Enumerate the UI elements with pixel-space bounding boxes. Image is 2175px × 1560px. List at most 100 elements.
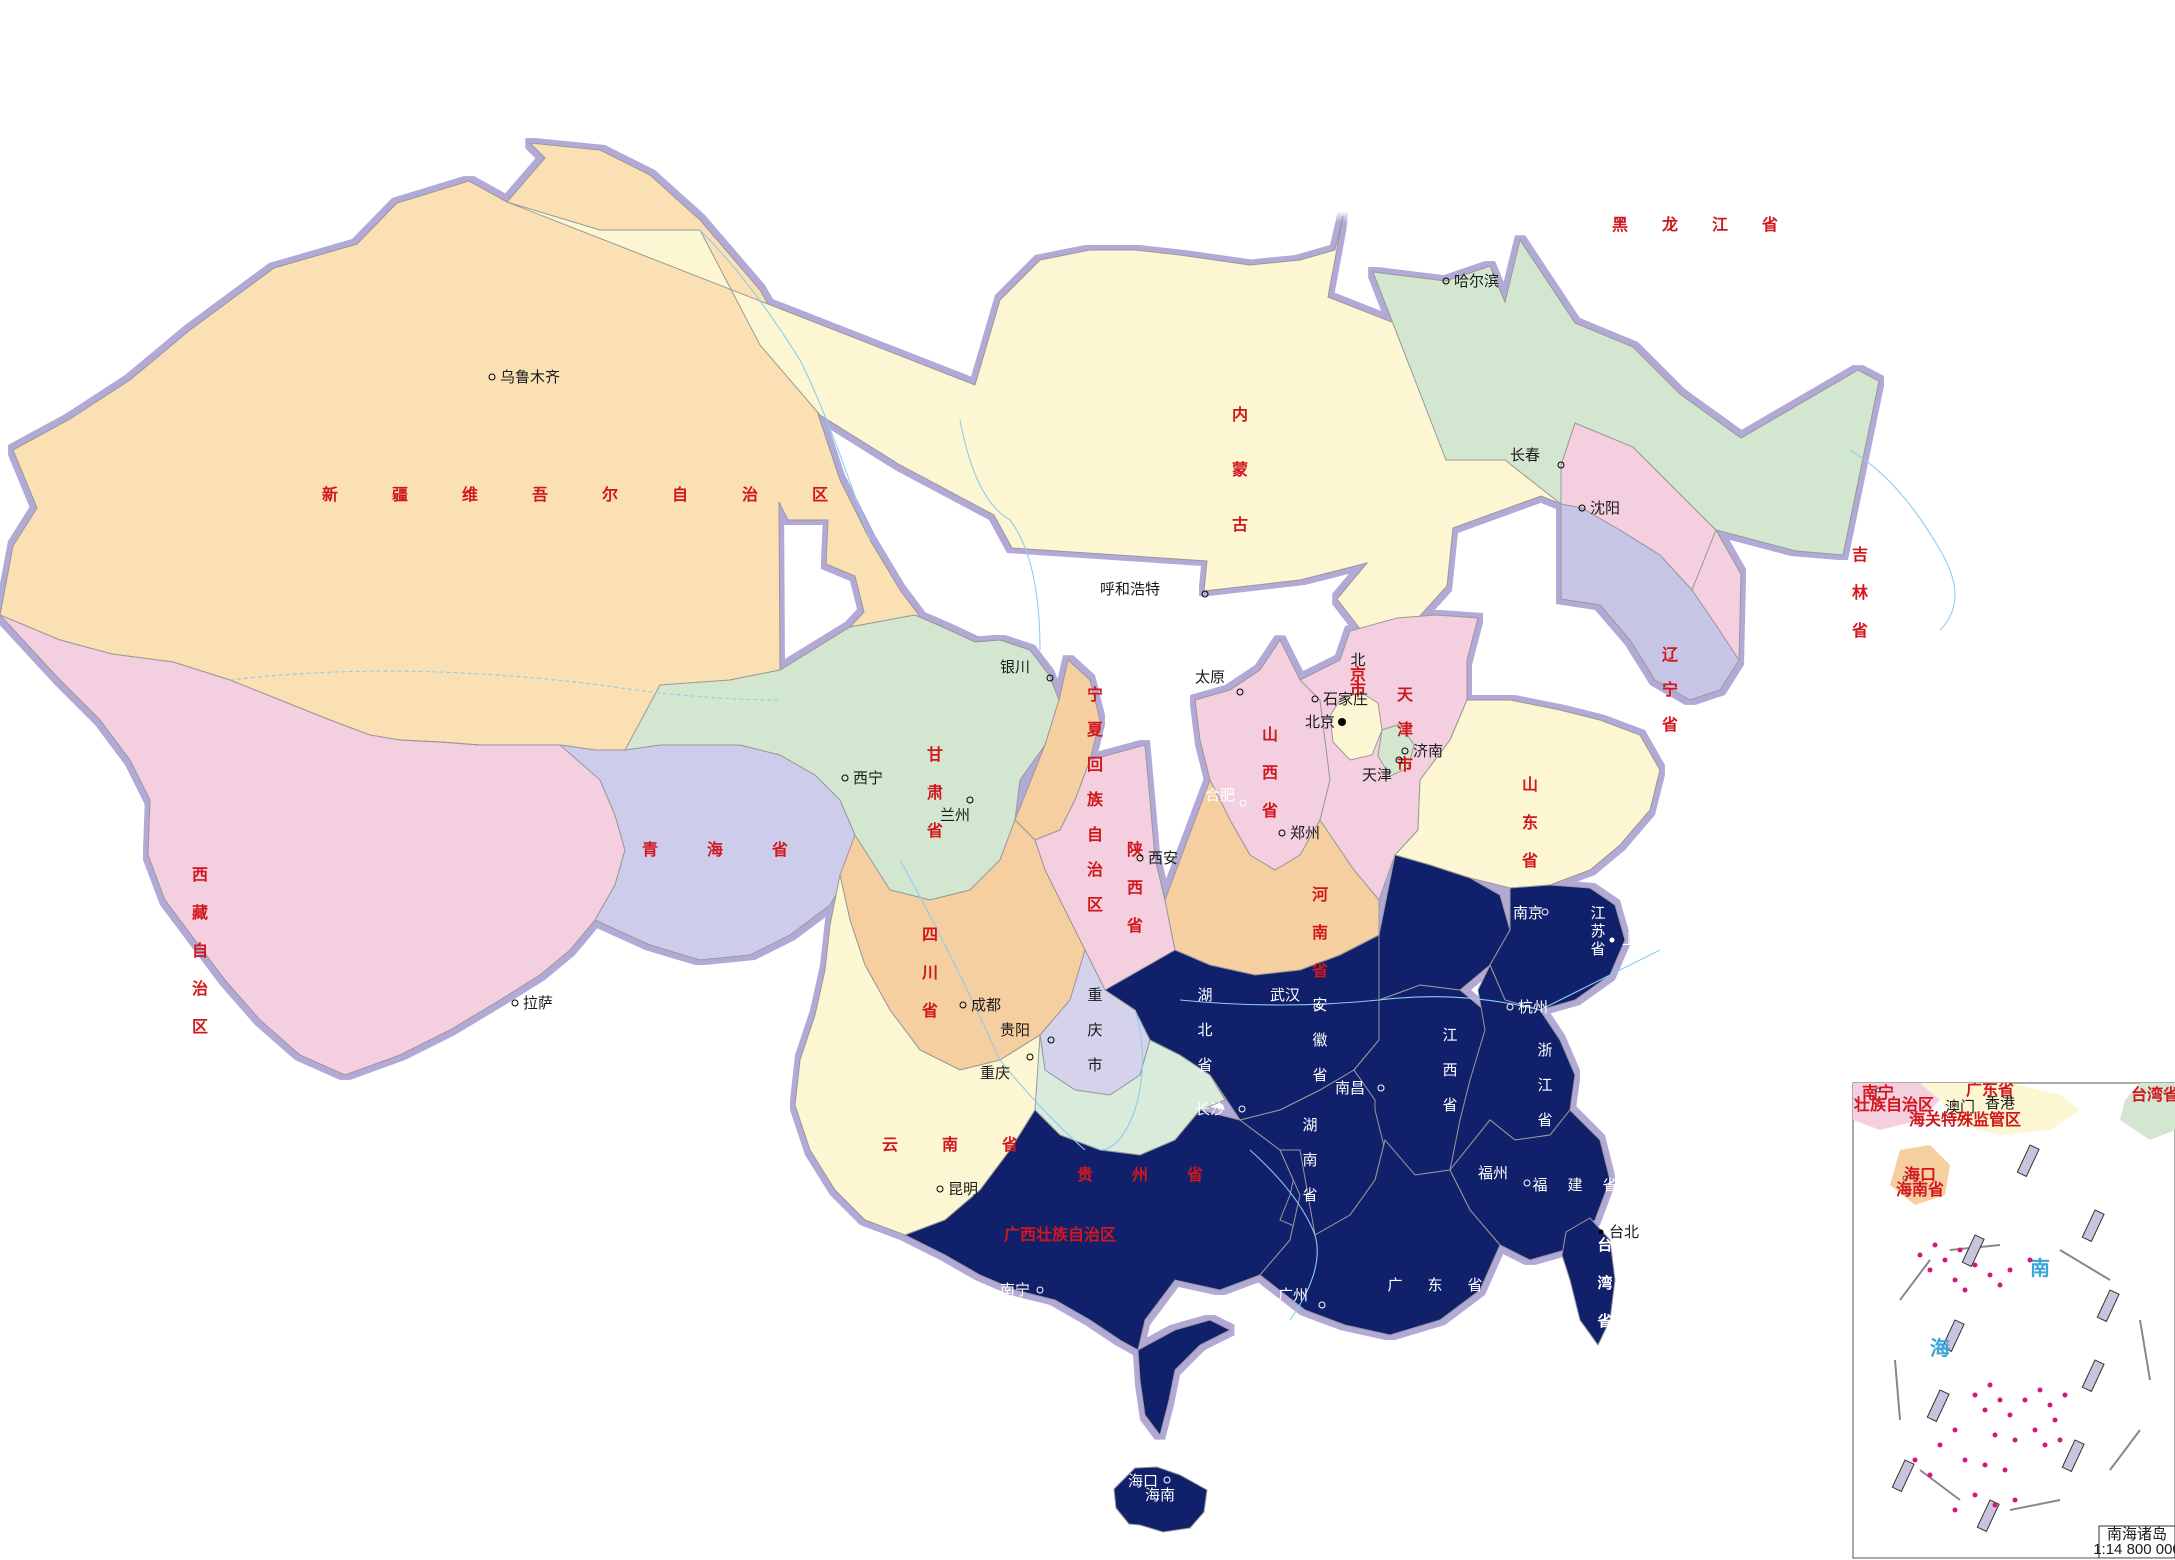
svg-text:台北: 台北	[1609, 1224, 1639, 1241]
svg-text:族: 族	[1087, 790, 1104, 809]
svg-text:南: 南	[942, 1135, 958, 1154]
svg-text:宁: 宁	[1087, 685, 1103, 704]
svg-text:苏: 苏	[1590, 923, 1605, 940]
svg-text:治: 治	[742, 485, 758, 504]
svg-text:南: 南	[1302, 1152, 1317, 1169]
svg-text:上海: 上海	[1622, 931, 1652, 948]
svg-text:内: 内	[1232, 405, 1248, 424]
svg-text:四: 四	[922, 927, 938, 944]
svg-text:青: 青	[642, 840, 658, 859]
svg-text:津: 津	[1397, 721, 1413, 739]
svg-text:黑: 黑	[1612, 216, 1628, 234]
svg-text:西: 西	[1442, 1062, 1457, 1079]
svg-text:区: 区	[192, 1018, 208, 1036]
svg-text:江: 江	[1442, 1027, 1457, 1044]
svg-text:杭州: 杭州	[1518, 999, 1548, 1016]
svg-text:省: 省	[1590, 941, 1605, 958]
svg-text:西: 西	[192, 866, 208, 884]
svg-text:省: 省	[1596, 1312, 1612, 1330]
svg-text:夏: 夏	[1086, 721, 1104, 739]
svg-text:自: 自	[1087, 825, 1103, 844]
svg-text:自: 自	[672, 485, 688, 504]
svg-text:浙: 浙	[1537, 1042, 1552, 1059]
svg-text:海: 海	[707, 840, 723, 859]
svg-text:省: 省	[771, 840, 788, 859]
svg-text:1:14 800 000: 1:14 800 000	[2093, 1541, 2175, 1558]
svg-text:郑州: 郑州	[1290, 825, 1320, 842]
svg-text:陕: 陕	[1127, 840, 1143, 859]
svg-text:兰州: 兰州	[940, 807, 970, 824]
svg-text:重庆: 重庆	[980, 1065, 1010, 1082]
svg-text:辽: 辽	[1662, 646, 1679, 664]
svg-text:济南: 济南	[1413, 743, 1443, 760]
svg-text:南: 南	[2030, 1257, 2050, 1280]
svg-text:南京: 南京	[1513, 905, 1543, 922]
svg-text:省: 省	[1761, 215, 1778, 234]
svg-text:呼和浩特: 呼和浩特	[1100, 581, 1160, 598]
svg-text:省: 省	[1126, 916, 1143, 935]
svg-text:吾: 吾	[532, 486, 548, 504]
svg-text:南: 南	[1312, 923, 1328, 942]
svg-text:南宁: 南宁	[1000, 1282, 1030, 1299]
svg-text:北京: 北京	[1305, 714, 1335, 731]
svg-text:海南省: 海南省	[1896, 1180, 1944, 1199]
svg-text:省: 省	[1312, 1067, 1327, 1084]
svg-text:省: 省	[1311, 961, 1328, 980]
svg-text:海: 海	[1930, 1336, 1950, 1360]
svg-text:省: 省	[1521, 851, 1538, 870]
svg-text:福: 福	[1532, 1177, 1547, 1194]
svg-text:省: 省	[1467, 1277, 1482, 1294]
svg-text:湖: 湖	[1197, 987, 1212, 1004]
svg-text:治: 治	[192, 979, 208, 998]
svg-text:徽: 徽	[1312, 1032, 1327, 1049]
svg-text:海口: 海口	[1128, 1473, 1158, 1490]
svg-text:江: 江	[1590, 905, 1605, 922]
svg-text:武汉: 武汉	[1270, 987, 1300, 1004]
svg-text:河: 河	[1312, 885, 1328, 904]
svg-text:省: 省	[921, 1001, 938, 1020]
svg-text:尔: 尔	[602, 485, 618, 504]
svg-text:长沙: 长沙	[1195, 1101, 1225, 1118]
svg-text:市: 市	[1087, 1057, 1102, 1074]
svg-text:广州: 广州	[1278, 1287, 1308, 1304]
svg-text:省: 省	[1661, 715, 1678, 734]
svg-text:沈阳: 沈阳	[1590, 500, 1620, 517]
svg-text:川: 川	[921, 965, 938, 982]
svg-text:古: 古	[1232, 515, 1248, 534]
svg-text:贵: 贵	[1077, 1165, 1093, 1184]
svg-text:区: 区	[1087, 896, 1103, 914]
svg-text:北: 北	[1197, 1022, 1212, 1039]
svg-text:昆明: 昆明	[948, 1181, 978, 1198]
svg-text:疆: 疆	[392, 486, 408, 504]
svg-text:省: 省	[1302, 1187, 1317, 1204]
svg-text:西安: 西安	[1148, 850, 1178, 867]
svg-text:太原: 太原	[1195, 669, 1225, 686]
svg-text:西: 西	[1262, 764, 1278, 782]
svg-text:南昌: 南昌	[1335, 1080, 1365, 1097]
svg-text:市: 市	[1397, 755, 1413, 774]
svg-text:天: 天	[1397, 687, 1414, 704]
svg-text:宁: 宁	[1662, 680, 1678, 699]
svg-text:乌鲁木齐: 乌鲁木齐	[500, 369, 560, 386]
svg-text:长春: 长春	[1510, 447, 1540, 464]
svg-text:甘: 甘	[927, 746, 943, 764]
svg-text:广: 广	[1387, 1277, 1402, 1294]
svg-text:东: 东	[1427, 1277, 1442, 1294]
svg-text:龙: 龙	[1661, 215, 1678, 234]
svg-text:湾: 湾	[1597, 1274, 1612, 1292]
svg-text:石家庄: 石家庄	[1323, 690, 1368, 708]
svg-text:自: 自	[192, 941, 208, 960]
svg-text:省: 省	[1197, 1057, 1212, 1074]
svg-text:广西壮族自治区: 广西壮族自治区	[1004, 1225, 1116, 1244]
svg-text:区: 区	[812, 486, 828, 504]
svg-text:湖: 湖	[1302, 1117, 1317, 1134]
svg-text:山: 山	[1522, 776, 1538, 794]
svg-text:庆: 庆	[1087, 1022, 1102, 1039]
svg-text:云: 云	[882, 1137, 898, 1154]
svg-text:江: 江	[1537, 1077, 1552, 1094]
svg-text:蒙: 蒙	[1232, 460, 1248, 479]
svg-text:省: 省	[1602, 1177, 1617, 1194]
svg-text:香港: 香港	[1985, 1095, 2015, 1112]
svg-text:省: 省	[1851, 621, 1868, 640]
svg-text:江: 江	[1712, 216, 1728, 234]
